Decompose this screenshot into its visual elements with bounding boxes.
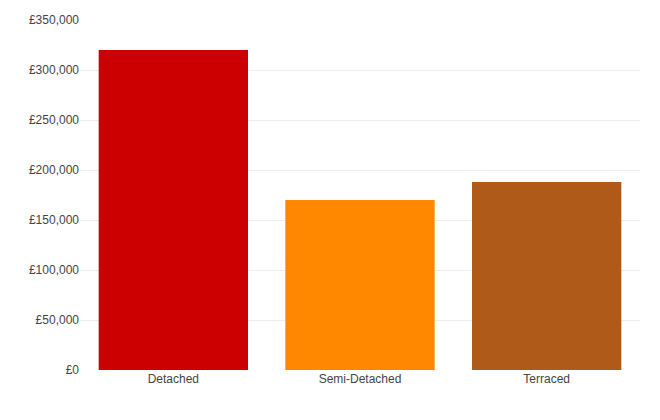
svg-text:£0: £0 — [66, 363, 80, 377]
svg-text:£300,000: £300,000 — [29, 63, 79, 77]
svg-text:£350,000: £350,000 — [29, 13, 79, 27]
svg-text:Semi-Detached: Semi-Detached — [319, 372, 402, 386]
svg-text:£200,000: £200,000 — [29, 163, 79, 177]
svg-text:£250,000: £250,000 — [29, 113, 79, 127]
svg-text:Detached: Detached — [148, 372, 199, 386]
svg-text:Terraced: Terraced — [523, 372, 570, 386]
svg-text:£150,000: £150,000 — [29, 213, 79, 227]
svg-text:£100,000: £100,000 — [29, 263, 79, 277]
svg-text:£50,000: £50,000 — [36, 313, 80, 327]
